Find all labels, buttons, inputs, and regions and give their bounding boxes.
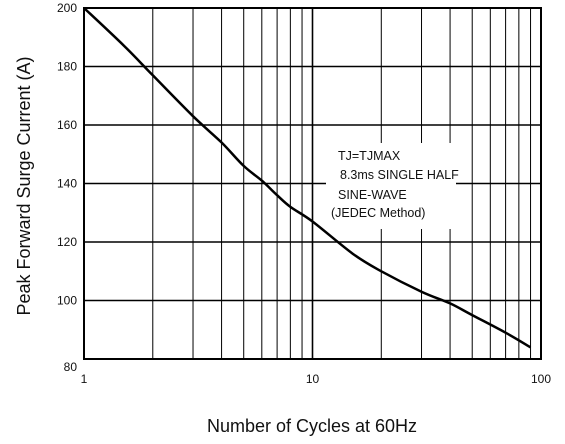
y-tick-label: 100 (57, 294, 77, 308)
grid (84, 8, 541, 359)
y-tick-label: 120 (57, 235, 77, 249)
x-tick-label: 10 (306, 372, 320, 386)
annotation-background (326, 143, 456, 229)
annotation-line: (JEDEC Method) (331, 206, 425, 220)
y-tick-label: 180 (57, 60, 77, 74)
y-tick-label: 140 (57, 177, 77, 191)
x-tick-labels: 1 10 100 (81, 372, 552, 386)
annotation-line: TJ=TJMAX (338, 149, 401, 163)
x-tick-label: 100 (531, 372, 551, 386)
y-tick-label: 160 (57, 118, 77, 132)
y-tick-label: 80 (64, 360, 78, 374)
y-tick-labels: 80 100 120 140 160 180 200 (57, 1, 77, 374)
plot-frame (83, 7, 542, 360)
annotation-line: SINE-WAVE (338, 188, 407, 202)
x-tick-label: 1 (81, 372, 88, 386)
x-axis-label: Number of Cycles at 60Hz (207, 416, 417, 436)
annotation-line: 8.3ms SINGLE HALF (340, 168, 459, 182)
surge-curve (83, 7, 532, 349)
data-points (83, 7, 532, 349)
annotation: TJ=TJMAX 8.3ms SINGLE HALF SINE-WAVE (JEDEC… (326, 143, 459, 229)
y-tick-label: 200 (57, 1, 77, 15)
y-axis-label: Peak Forward Surge Current (A) (14, 56, 34, 315)
